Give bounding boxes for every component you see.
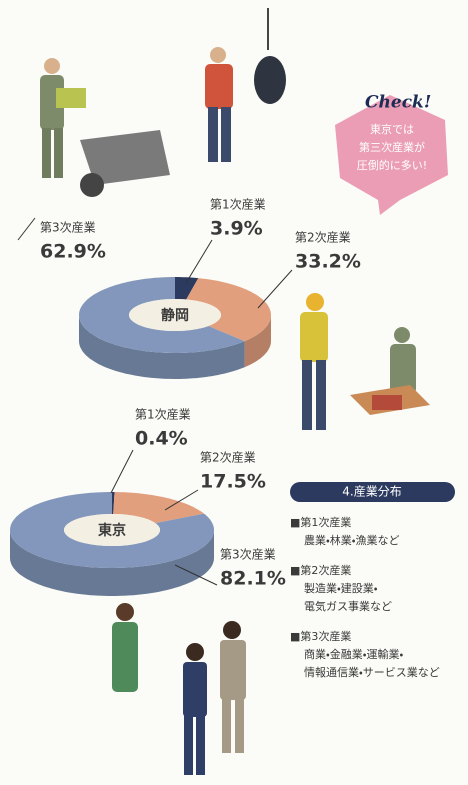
leader-line — [164, 489, 199, 511]
slice-side — [244, 315, 271, 368]
check-title: Check! — [365, 93, 431, 113]
check-line: 東京では — [370, 123, 414, 136]
illustration-fisher — [205, 8, 286, 162]
category-label: 第3次産業 — [220, 548, 276, 562]
donut-hole — [129, 299, 221, 331]
category-label: 第2次産業 — [295, 231, 351, 245]
slice-top — [113, 492, 204, 524]
legend-desc: 商業・金融業・運輸業・ — [304, 648, 403, 661]
legend-desc: 情報通信業・サービス業など — [304, 665, 440, 679]
value-label: 82.1% — [220, 568, 286, 590]
pie-slice — [175, 277, 199, 300]
legend-desc: 電気ガス事業など — [304, 599, 392, 613]
category-label: 第2次産業 — [200, 451, 256, 465]
pie-slice — [10, 492, 214, 596]
pie-slice — [112, 492, 115, 514]
check-line: 圧倒的に多い! — [357, 158, 427, 172]
category-label: 第1次産業 — [135, 408, 191, 422]
category-label: 第3次産業 — [40, 221, 96, 235]
slice-top — [112, 492, 115, 514]
slice-top — [186, 278, 271, 342]
leader-line — [185, 239, 213, 284]
pie-slice — [113, 492, 204, 524]
legend-header — [290, 482, 455, 502]
donut-title: 静岡 — [161, 307, 189, 324]
value-label: 0.4% — [135, 428, 188, 450]
leader-line — [257, 269, 293, 309]
legend-item: ■第1次産業 — [290, 515, 351, 529]
legend-title: 4.産業分布 — [342, 485, 401, 499]
slice-top — [10, 492, 214, 568]
check-line: 第三次産業が — [359, 140, 425, 154]
donut-title: 東京 — [98, 522, 126, 539]
value-label: 62.9% — [40, 241, 106, 263]
donut-hole — [64, 514, 160, 546]
pie-slice — [186, 278, 271, 368]
value-label: 17.5% — [200, 471, 266, 493]
slice-side — [79, 315, 245, 379]
legend-desc: 製造業・建設業・ — [304, 581, 378, 595]
illustration-farmer — [40, 58, 170, 197]
slice-side — [10, 530, 214, 596]
slice-top — [175, 277, 199, 300]
illustration-workers — [300, 293, 430, 430]
illustration-business — [112, 603, 246, 775]
leader-line — [174, 564, 218, 586]
pie-slice — [79, 277, 245, 379]
category-label: 第1次産業 — [210, 198, 266, 212]
leader-line — [110, 449, 134, 494]
legend-desc: 農業・林業・漁業など — [304, 533, 399, 547]
slice-top — [79, 277, 245, 353]
legend-item: ■第3次産業 — [290, 629, 351, 643]
check-bubble — [335, 95, 448, 215]
value-label: 3.9% — [210, 218, 263, 240]
leader-line — [17, 217, 36, 241]
legend-item: ■第2次産業 — [290, 563, 351, 577]
value-label: 33.2% — [295, 251, 361, 273]
